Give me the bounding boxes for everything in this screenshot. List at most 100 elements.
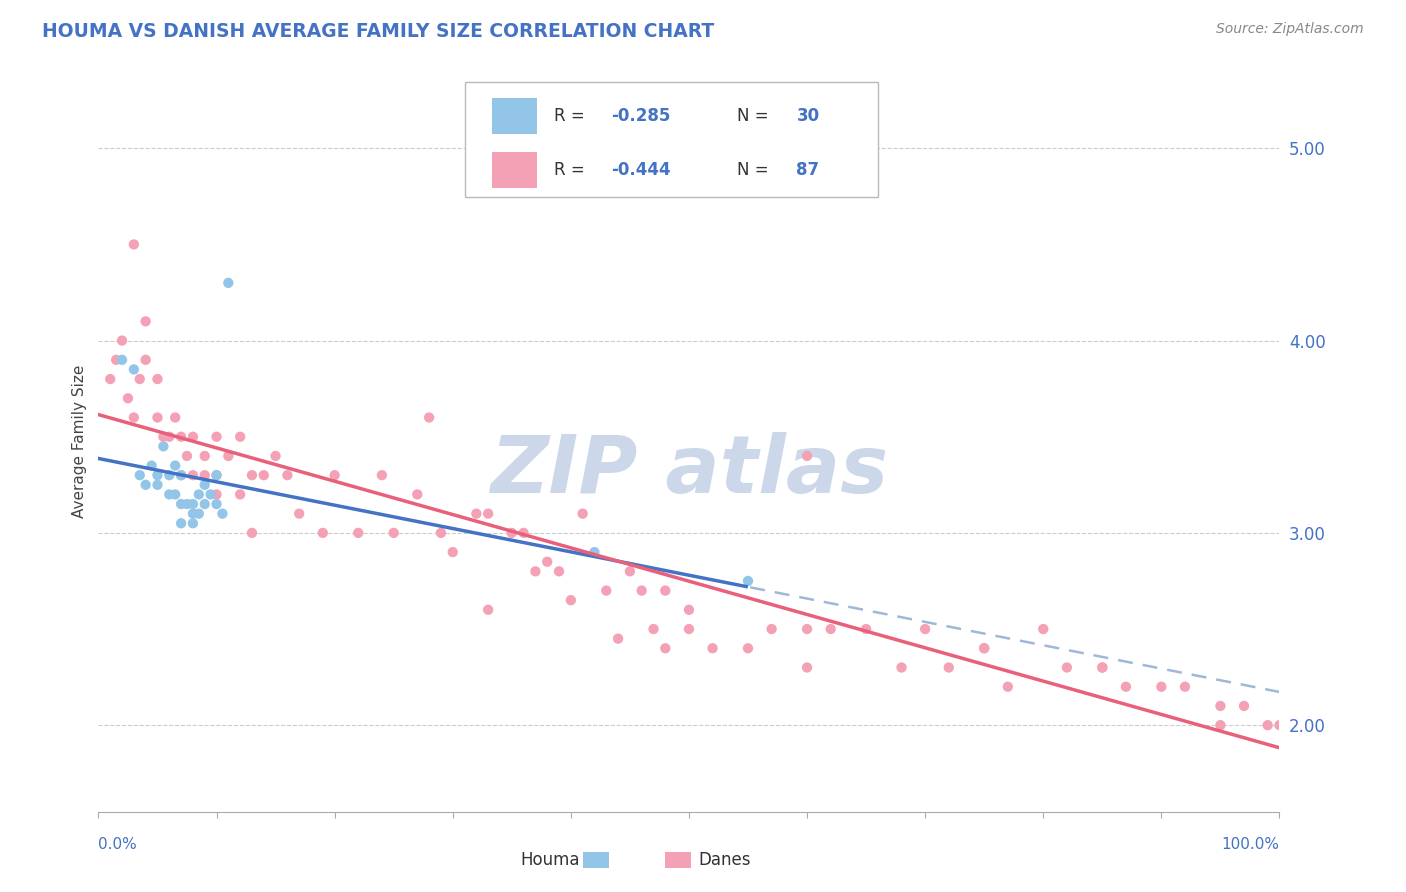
Point — [1257, 718, 1279, 732]
Point — [264, 449, 287, 463]
Point — [205, 487, 228, 501]
Text: 30: 30 — [796, 107, 820, 125]
Point — [796, 660, 818, 674]
Text: ZIP atlas: ZIP atlas — [489, 432, 889, 510]
Point — [619, 565, 641, 579]
Point — [914, 622, 936, 636]
Point — [1032, 622, 1054, 636]
Point — [98, 372, 121, 386]
Point — [205, 430, 228, 444]
Point — [157, 468, 180, 483]
Point — [1056, 660, 1078, 674]
Point — [187, 487, 209, 501]
Point — [1233, 698, 1256, 713]
Point — [181, 516, 204, 531]
Point — [240, 525, 263, 540]
Point — [382, 525, 405, 540]
Point — [477, 603, 499, 617]
Point — [1209, 718, 1232, 732]
Point — [1091, 660, 1114, 674]
FancyBboxPatch shape — [665, 852, 692, 868]
Text: N =: N = — [737, 161, 775, 179]
Point — [583, 545, 606, 559]
Point — [560, 593, 582, 607]
Point — [406, 487, 429, 501]
Point — [890, 660, 912, 674]
Point — [1209, 698, 1232, 713]
Point — [157, 430, 180, 444]
Point — [312, 525, 335, 540]
Text: 87: 87 — [796, 161, 820, 179]
Text: HOUMA VS DANISH AVERAGE FAMILY SIZE CORRELATION CHART: HOUMA VS DANISH AVERAGE FAMILY SIZE CORR… — [42, 22, 714, 41]
Point — [737, 641, 759, 656]
Point — [111, 334, 134, 348]
Point — [288, 507, 311, 521]
Point — [654, 583, 676, 598]
Point — [128, 372, 150, 386]
Point — [678, 603, 700, 617]
Text: 100.0%: 100.0% — [1222, 837, 1279, 852]
Point — [181, 468, 204, 483]
Point — [678, 622, 700, 636]
Point — [347, 525, 370, 540]
Point — [997, 680, 1019, 694]
Point — [170, 468, 193, 483]
Point — [477, 507, 499, 521]
Point — [796, 622, 818, 636]
Point — [607, 632, 630, 646]
Point — [146, 372, 169, 386]
Point — [938, 660, 960, 674]
Text: -0.285: -0.285 — [612, 107, 671, 125]
Point — [152, 430, 174, 444]
Point — [205, 468, 228, 483]
Point — [157, 487, 180, 501]
Point — [430, 525, 453, 540]
Point — [501, 525, 523, 540]
Point — [181, 507, 204, 521]
Point — [211, 507, 233, 521]
Point — [761, 622, 783, 636]
FancyBboxPatch shape — [464, 82, 877, 197]
Point — [323, 468, 346, 483]
Point — [737, 574, 759, 588]
Point — [855, 622, 877, 636]
Point — [524, 565, 547, 579]
Point — [170, 430, 193, 444]
Point — [205, 468, 228, 483]
Point — [194, 468, 217, 483]
Point — [1150, 680, 1173, 694]
Point — [194, 478, 217, 492]
Point — [146, 478, 169, 492]
Point — [571, 507, 593, 521]
Point — [205, 497, 228, 511]
Point — [217, 276, 239, 290]
Text: 0.0%: 0.0% — [98, 837, 138, 852]
Point — [181, 430, 204, 444]
Point — [187, 507, 209, 521]
FancyBboxPatch shape — [492, 153, 537, 187]
Point — [135, 478, 157, 492]
Point — [176, 449, 198, 463]
FancyBboxPatch shape — [492, 98, 537, 134]
Point — [217, 449, 239, 463]
Point — [105, 352, 128, 367]
Point — [1091, 660, 1114, 674]
Point — [796, 449, 818, 463]
Point — [643, 622, 665, 636]
Point — [276, 468, 298, 483]
Text: Danes: Danes — [699, 851, 751, 869]
Point — [418, 410, 440, 425]
Point — [465, 507, 488, 521]
Point — [253, 468, 276, 483]
Point — [165, 410, 187, 425]
Point — [536, 555, 558, 569]
Point — [200, 487, 222, 501]
Y-axis label: Average Family Size: Average Family Size — [72, 365, 87, 518]
Point — [1268, 718, 1291, 732]
Point — [122, 237, 145, 252]
Point — [512, 525, 534, 540]
Point — [194, 449, 217, 463]
Point — [371, 468, 394, 483]
Point — [117, 391, 139, 405]
Point — [146, 410, 169, 425]
